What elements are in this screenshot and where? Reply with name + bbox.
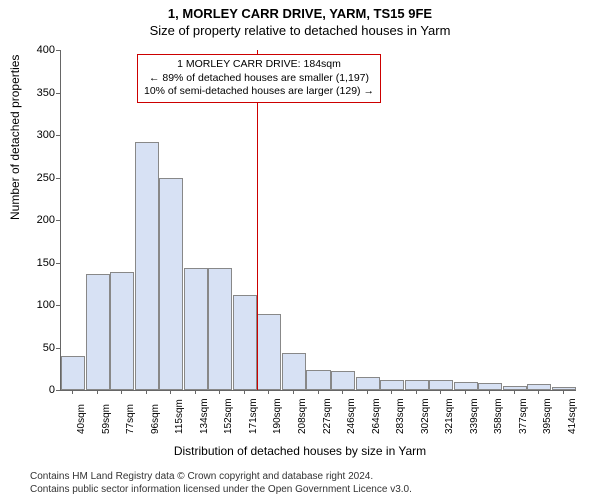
footer-line-1: Contains HM Land Registry data © Crown c…: [30, 470, 412, 483]
xtick-label: 40sqm: [76, 404, 87, 434]
xtick-label: 302sqm: [420, 398, 431, 434]
info-line-2: ← 89% of detached houses are smaller (1,…: [144, 72, 374, 86]
info-line-1: 1 MORLEY CARR DRIVE: 184sqm: [144, 58, 374, 72]
bar: [454, 382, 478, 391]
ytick-label: 100: [15, 299, 55, 311]
bar: [552, 387, 576, 390]
bar: [184, 268, 208, 390]
bar: [478, 383, 502, 390]
xtick-label: 377sqm: [518, 398, 529, 434]
xtick-label: 339sqm: [469, 398, 480, 434]
ytick-label: 250: [15, 172, 55, 184]
bar: [208, 268, 232, 390]
ytick-label: 0: [15, 384, 55, 396]
bar: [405, 380, 429, 390]
bar: [110, 272, 134, 390]
ytick-label: 400: [15, 44, 55, 56]
xtick-label: 227sqm: [322, 398, 333, 434]
chart-container: 1, MORLEY CARR DRIVE, YARM, TS15 9FE Siz…: [0, 0, 600, 500]
bar: [306, 370, 330, 390]
xtick-label: 321sqm: [444, 398, 455, 434]
bar: [282, 353, 306, 390]
bar: [233, 295, 257, 390]
bar: [159, 178, 183, 390]
ytick-label: 200: [15, 214, 55, 226]
xtick-label: 171sqm: [248, 398, 259, 434]
bar: [429, 380, 453, 390]
info-line-3: 10% of semi-detached houses are larger (…: [144, 85, 374, 99]
xtick-label: 96sqm: [150, 404, 161, 434]
ytick-label: 350: [15, 87, 55, 99]
marker-info-box: 1 MORLEY CARR DRIVE: 184sqm ← 89% of det…: [137, 54, 381, 103]
bar: [257, 314, 281, 390]
xtick-label: 77sqm: [125, 404, 136, 434]
bar: [61, 356, 85, 390]
bar: [135, 142, 159, 390]
bar: [356, 377, 380, 390]
ytick-label: 50: [15, 342, 55, 354]
footer-line-2: Contains public sector information licen…: [30, 483, 412, 496]
x-axis-label: Distribution of detached houses by size …: [0, 444, 600, 458]
xtick-label: 152sqm: [223, 398, 234, 434]
bar: [86, 274, 110, 390]
plot-area: 1 MORLEY CARR DRIVE: 184sqm ← 89% of det…: [60, 50, 576, 391]
xtick-label: 208sqm: [297, 398, 308, 434]
ytick-label: 150: [15, 257, 55, 269]
bar: [503, 386, 527, 390]
chart-title: 1, MORLEY CARR DRIVE, YARM, TS15 9FE: [0, 0, 600, 21]
xtick-label: 134sqm: [199, 398, 210, 434]
xtick-label: 283sqm: [395, 398, 406, 434]
ytick-label: 300: [15, 129, 55, 141]
xtick-label: 246sqm: [346, 398, 357, 434]
footer: Contains HM Land Registry data © Crown c…: [30, 470, 412, 496]
chart-subtitle: Size of property relative to detached ho…: [0, 21, 600, 38]
bar: [527, 384, 551, 390]
xtick-label: 264sqm: [371, 398, 382, 434]
xtick-label: 59sqm: [101, 404, 112, 434]
bar: [331, 371, 355, 390]
xtick-label: 115sqm: [174, 399, 185, 434]
xtick-label: 395sqm: [542, 398, 553, 434]
xtick-label: 414sqm: [567, 398, 578, 434]
xtick-label: 358sqm: [493, 398, 504, 434]
bar: [380, 380, 404, 390]
xtick-label: 190sqm: [272, 398, 283, 434]
